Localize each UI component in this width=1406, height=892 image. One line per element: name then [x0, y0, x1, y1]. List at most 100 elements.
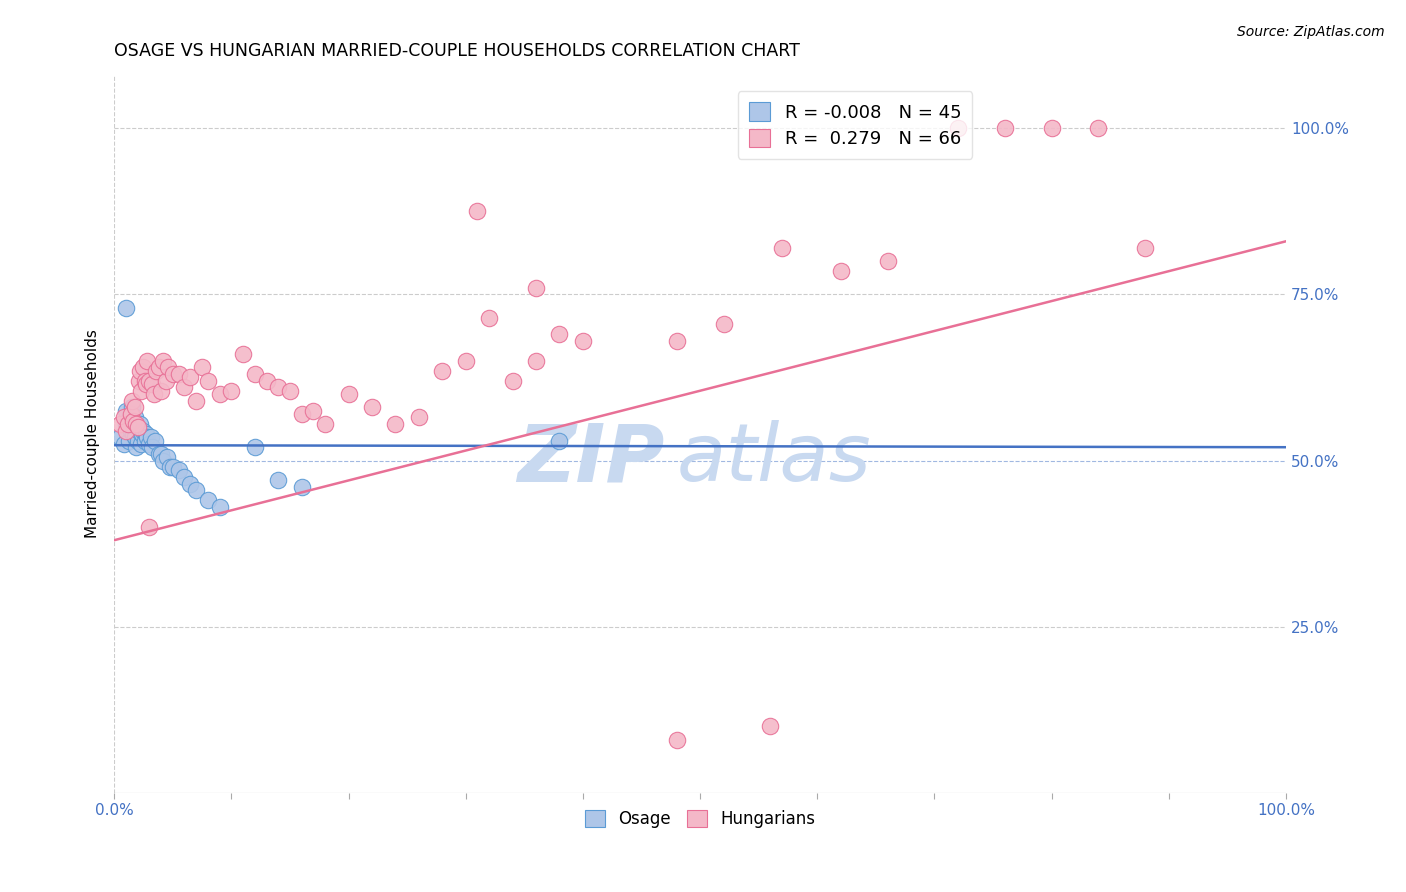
Point	[135, 426, 157, 441]
Point	[665, 334, 688, 348]
Point	[162, 367, 184, 381]
Point	[267, 380, 290, 394]
Point	[314, 417, 336, 431]
Point	[1135, 241, 1157, 255]
Point	[278, 384, 301, 398]
Point	[124, 401, 146, 415]
Point	[665, 732, 688, 747]
Point	[121, 393, 143, 408]
Point	[124, 410, 146, 425]
Point	[232, 347, 254, 361]
Point	[167, 463, 190, 477]
Point	[122, 414, 145, 428]
Point	[221, 384, 243, 398]
Point	[524, 354, 547, 368]
Point	[759, 719, 782, 733]
Point	[115, 301, 138, 315]
Point	[548, 434, 571, 448]
Point	[127, 420, 149, 434]
Point	[946, 121, 969, 136]
Text: atlas: atlas	[676, 420, 872, 498]
Point	[121, 401, 143, 415]
Point	[173, 470, 195, 484]
Point	[197, 493, 219, 508]
Point	[152, 354, 174, 368]
Point	[117, 417, 139, 431]
Point	[291, 480, 314, 494]
Point	[136, 430, 159, 444]
Point	[124, 430, 146, 444]
Point	[125, 417, 148, 431]
Point	[112, 410, 135, 425]
Point	[167, 367, 190, 381]
Point	[408, 410, 430, 425]
Point	[208, 500, 231, 514]
Point	[139, 430, 162, 444]
Point	[454, 354, 477, 368]
Point	[138, 374, 160, 388]
Point	[467, 204, 489, 219]
Point	[115, 417, 138, 431]
Point	[129, 437, 152, 451]
Point	[138, 437, 160, 451]
Point	[120, 424, 142, 438]
Point	[122, 426, 145, 441]
Y-axis label: Married-couple Households: Married-couple Households	[86, 329, 100, 539]
Point	[138, 520, 160, 534]
Point	[155, 374, 177, 388]
Point	[125, 440, 148, 454]
Point	[502, 374, 524, 388]
Point	[186, 393, 208, 408]
Point	[830, 264, 852, 278]
Point	[121, 417, 143, 431]
Point	[1087, 121, 1109, 136]
Point	[131, 426, 153, 441]
Point	[129, 417, 152, 431]
Point	[876, 254, 898, 268]
Point	[108, 417, 131, 431]
Point	[127, 434, 149, 448]
Point	[148, 360, 170, 375]
Point	[112, 437, 135, 451]
Point	[141, 440, 163, 454]
Point	[770, 241, 793, 255]
Point	[267, 474, 290, 488]
Point	[120, 407, 142, 421]
Point	[291, 407, 314, 421]
Point	[384, 417, 406, 431]
Point	[243, 367, 266, 381]
Point	[129, 384, 152, 398]
Text: OSAGE VS HUNGARIAN MARRIED-COUPLE HOUSEHOLDS CORRELATION CHART: OSAGE VS HUNGARIAN MARRIED-COUPLE HOUSEH…	[114, 42, 800, 60]
Point	[141, 377, 163, 392]
Point	[208, 387, 231, 401]
Point	[115, 403, 138, 417]
Point	[1040, 121, 1063, 136]
Point	[128, 424, 150, 438]
Point	[148, 447, 170, 461]
Point	[243, 440, 266, 454]
Point	[524, 281, 547, 295]
Point	[127, 420, 149, 434]
Point	[128, 374, 150, 388]
Point	[432, 364, 454, 378]
Point	[145, 364, 167, 378]
Point	[256, 374, 278, 388]
Point	[186, 483, 208, 498]
Point	[143, 387, 166, 401]
Point	[179, 476, 201, 491]
Point	[115, 424, 138, 438]
Point	[173, 380, 195, 394]
Point	[150, 384, 173, 398]
Point	[994, 121, 1017, 136]
Point	[136, 354, 159, 368]
Text: Source: ZipAtlas.com: Source: ZipAtlas.com	[1237, 25, 1385, 39]
Point	[143, 434, 166, 448]
Point	[118, 434, 141, 448]
Point	[159, 460, 181, 475]
Point	[361, 401, 384, 415]
Point	[157, 360, 180, 375]
Point	[152, 453, 174, 467]
Point	[132, 424, 155, 438]
Point	[197, 374, 219, 388]
Point	[179, 370, 201, 384]
